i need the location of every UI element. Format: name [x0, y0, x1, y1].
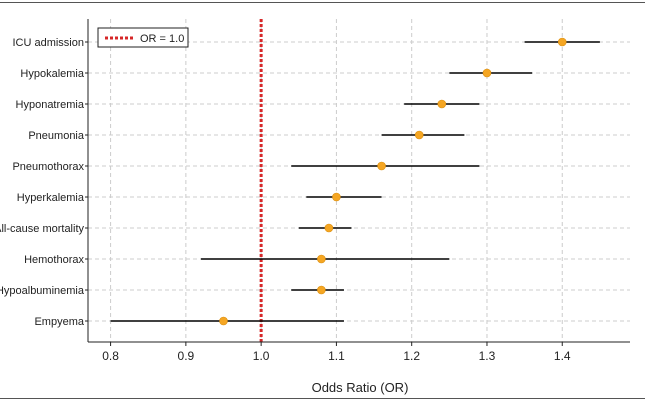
x-tick-label: 0.9 — [178, 349, 195, 363]
x-tick-label: 0.8 — [102, 349, 119, 363]
x-axis-label: Odds Ratio (OR) — [312, 380, 409, 395]
or-point — [219, 316, 228, 326]
or-point — [557, 37, 567, 47]
or-point — [437, 99, 447, 109]
or-point — [414, 130, 424, 140]
x-tick-label: 1.0 — [253, 349, 270, 363]
y-tick-label: Hyponatremia — [16, 99, 85, 111]
legend: OR = 1.0 — [97, 27, 189, 48]
bottom-rule — [0, 398, 645, 399]
y-tick-label: Hypoalbuminemia — [0, 285, 85, 297]
top-rule — [0, 2, 645, 3]
x-tick-label: 1.2 — [403, 349, 420, 363]
or-point — [332, 192, 341, 202]
x-tick-label: 1.4 — [554, 349, 571, 363]
or-point — [377, 161, 386, 171]
y-tick-label: ICU admission — [12, 37, 84, 49]
axes: ICU admission Hypokalemia Hyponatremia Pneu… — [0, 19, 630, 363]
y-tick-label: Hemothorax — [24, 254, 84, 266]
or-point — [482, 68, 492, 78]
y-tick-label: Hyperkalemia — [17, 192, 85, 204]
legend-box — [97, 27, 189, 48]
or-point — [324, 223, 334, 233]
y-tick-label: Empyema — [34, 316, 84, 328]
x-tick-label: 1.3 — [479, 349, 496, 363]
y-tick-label: All-cause mortality — [0, 223, 84, 235]
legend-label: OR = 1.0 — [140, 33, 184, 45]
or-point — [317, 285, 326, 295]
plot-marks — [110, 19, 600, 342]
y-tick-label: Pneumothorax — [12, 161, 84, 173]
grid-lines — [88, 19, 630, 342]
or-point — [317, 254, 326, 264]
x-tick-label: 1.1 — [328, 349, 345, 363]
y-tick-label: Pneumonia — [28, 130, 85, 142]
y-tick-label: Hypokalemia — [20, 68, 84, 80]
